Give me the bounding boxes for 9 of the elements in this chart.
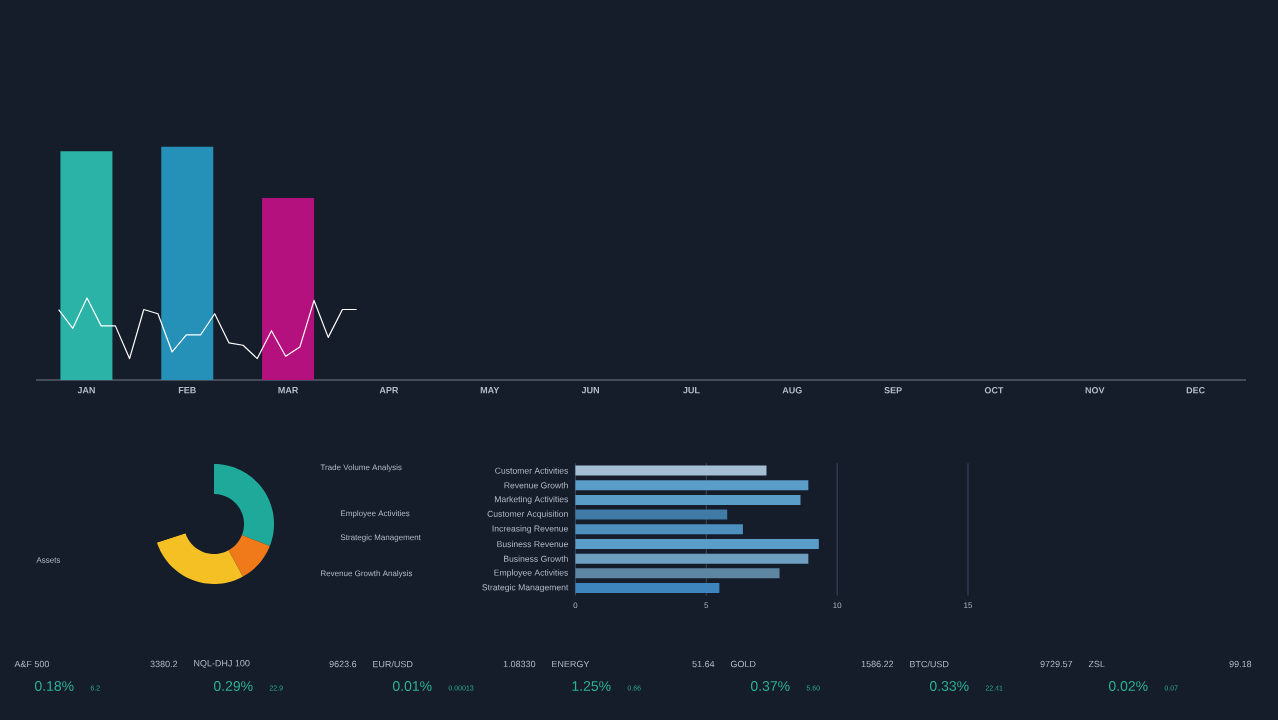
- bar: [575, 465, 767, 476]
- bar: [575, 568, 780, 579]
- bar: [575, 524, 743, 535]
- bar: [575, 583, 720, 594]
- bar: [575, 480, 809, 491]
- bar: [575, 494, 801, 505]
- bar: [575, 539, 819, 549]
- bar: [575, 553, 809, 564]
- bar: [575, 509, 728, 520]
